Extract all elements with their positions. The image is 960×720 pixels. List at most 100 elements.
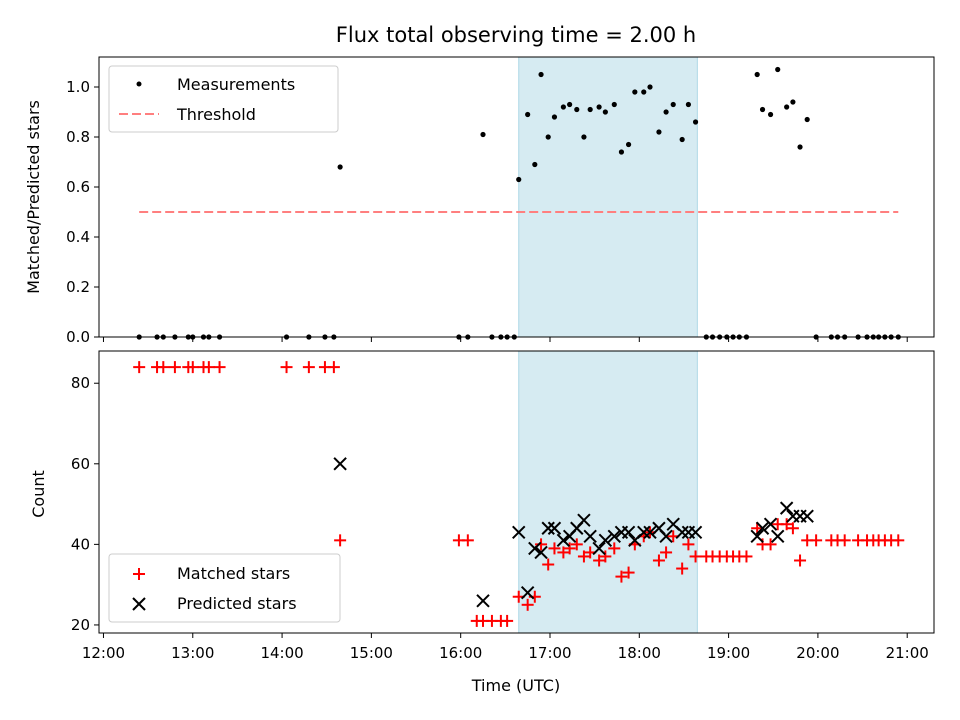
measurement-point xyxy=(790,99,796,105)
matched-star-point xyxy=(615,570,628,583)
top-y-tick-label: 0.4 xyxy=(66,228,90,246)
x-tick-label: 16:00 xyxy=(439,644,482,662)
legend-measurement-marker xyxy=(136,81,142,87)
bottom-y-tick-label: 20 xyxy=(71,616,90,634)
matched-star-point xyxy=(327,361,340,374)
x-tick-label: 21:00 xyxy=(886,644,929,662)
matched-star-point xyxy=(622,566,635,579)
measurement-point xyxy=(538,71,544,78)
matched-star-point xyxy=(577,550,590,563)
matched-star-point xyxy=(570,538,583,551)
bottom-legend-box xyxy=(108,553,341,623)
measurement-point xyxy=(759,106,766,113)
measurement-point xyxy=(663,109,669,115)
measurement-point xyxy=(685,101,692,108)
matched-star-point xyxy=(838,534,851,547)
predicted-star-point xyxy=(598,533,613,548)
measurement-point xyxy=(551,114,558,120)
measurement-point xyxy=(567,101,573,108)
measurement-point xyxy=(532,161,538,168)
matched-star-point xyxy=(186,361,199,374)
measurement-point xyxy=(581,134,587,140)
predicted-star-point xyxy=(800,509,814,523)
predicted-star-point xyxy=(621,525,636,539)
legend-predicted-label: Predicted stars xyxy=(177,594,297,613)
matched-star-point xyxy=(302,361,315,374)
predicted-star-point xyxy=(476,594,490,608)
matched-star-point xyxy=(660,546,673,559)
measurement-point xyxy=(797,144,803,150)
matched-star-points xyxy=(133,361,905,627)
x-tick-label: 20:00 xyxy=(796,644,839,662)
predicted-star-point xyxy=(643,525,657,539)
matched-star-point xyxy=(599,550,612,563)
matched-star-point xyxy=(461,534,474,547)
x-tick-label: 17:00 xyxy=(528,644,571,662)
matched-star-point xyxy=(557,546,570,559)
top-y-ticks: 0.0 0.2 0.4 0.6 0.8 1.0 xyxy=(66,78,99,346)
matched-star-point xyxy=(689,550,702,563)
matched-star-point xyxy=(608,542,621,555)
x-tick-label: 12:00 xyxy=(82,644,125,662)
predicted-star-point xyxy=(755,521,770,535)
predicted-star-point xyxy=(637,525,651,539)
matched-star-point xyxy=(786,522,799,535)
measurement-point xyxy=(656,129,662,135)
predicted-star-point xyxy=(534,545,548,560)
x-tick-label: 13:00 xyxy=(171,644,214,662)
measurement-point xyxy=(625,141,632,148)
predicted-star-point xyxy=(528,541,542,556)
matched-star-point xyxy=(593,554,606,567)
matched-star-point xyxy=(202,361,215,374)
predicted-star-point xyxy=(512,525,526,539)
top-panel: 0.0 0.2 0.4 0.6 0.8 1.0 Matched/Predicted sta… xyxy=(24,56,935,346)
predicted-star-point xyxy=(556,533,571,548)
legend-threshold-label: Threshold xyxy=(176,105,256,124)
matched-star-point xyxy=(521,598,534,611)
matched-star-point xyxy=(213,361,226,374)
predicted-star-point xyxy=(688,525,703,539)
legend-measurements-label: Measurements xyxy=(177,75,295,94)
predicted-star-points xyxy=(333,457,814,608)
matched-star-point xyxy=(652,554,665,567)
top-y-label: Matched/Predicted stars xyxy=(24,100,43,294)
matched-star-point xyxy=(157,361,170,374)
top-y-tick-label: 0.2 xyxy=(66,278,90,296)
x-tick-label: 14:00 xyxy=(260,644,303,662)
top-axes-frame xyxy=(98,56,935,338)
measurement-point xyxy=(602,109,608,115)
predicted-star-point xyxy=(675,525,689,539)
bottom-y-tick-label: 60 xyxy=(71,455,90,473)
bottom-legend: Matched stars Predicted stars xyxy=(108,553,341,623)
measurement-point xyxy=(767,111,774,118)
legend-matched-marker xyxy=(133,568,145,580)
top-y-tick-label: 1.0 xyxy=(66,78,90,96)
measurement-point xyxy=(784,104,790,110)
matched-star-point xyxy=(563,542,576,555)
measurement-point xyxy=(337,164,343,170)
predicted-star-point xyxy=(763,517,778,531)
measurement-point xyxy=(692,119,699,125)
top-legend-box xyxy=(108,65,339,133)
bottom-y-label: Count xyxy=(29,470,48,518)
matched-star-point xyxy=(676,562,689,575)
bottom-axes-frame xyxy=(98,350,935,634)
matched-star-point xyxy=(780,518,793,531)
predicted-star-point xyxy=(779,501,794,515)
measurement-point xyxy=(545,134,551,140)
matched-star-point xyxy=(334,534,347,547)
matched-star-point xyxy=(740,550,753,563)
bottom-y-tick-label: 40 xyxy=(71,535,90,553)
bottom-y-tick-label: 80 xyxy=(71,374,90,392)
matched-star-point xyxy=(542,558,555,571)
top-y-tick-label: 0.0 xyxy=(66,328,90,346)
legend-predicted-marker xyxy=(132,597,146,611)
measurement-point xyxy=(641,89,647,95)
x-tick-label: 19:00 xyxy=(707,644,750,662)
measurement-point xyxy=(647,84,653,90)
measurement-point xyxy=(480,131,486,138)
matched-star-point xyxy=(682,538,695,551)
x-axis-label: Time (UTC) xyxy=(471,676,560,695)
